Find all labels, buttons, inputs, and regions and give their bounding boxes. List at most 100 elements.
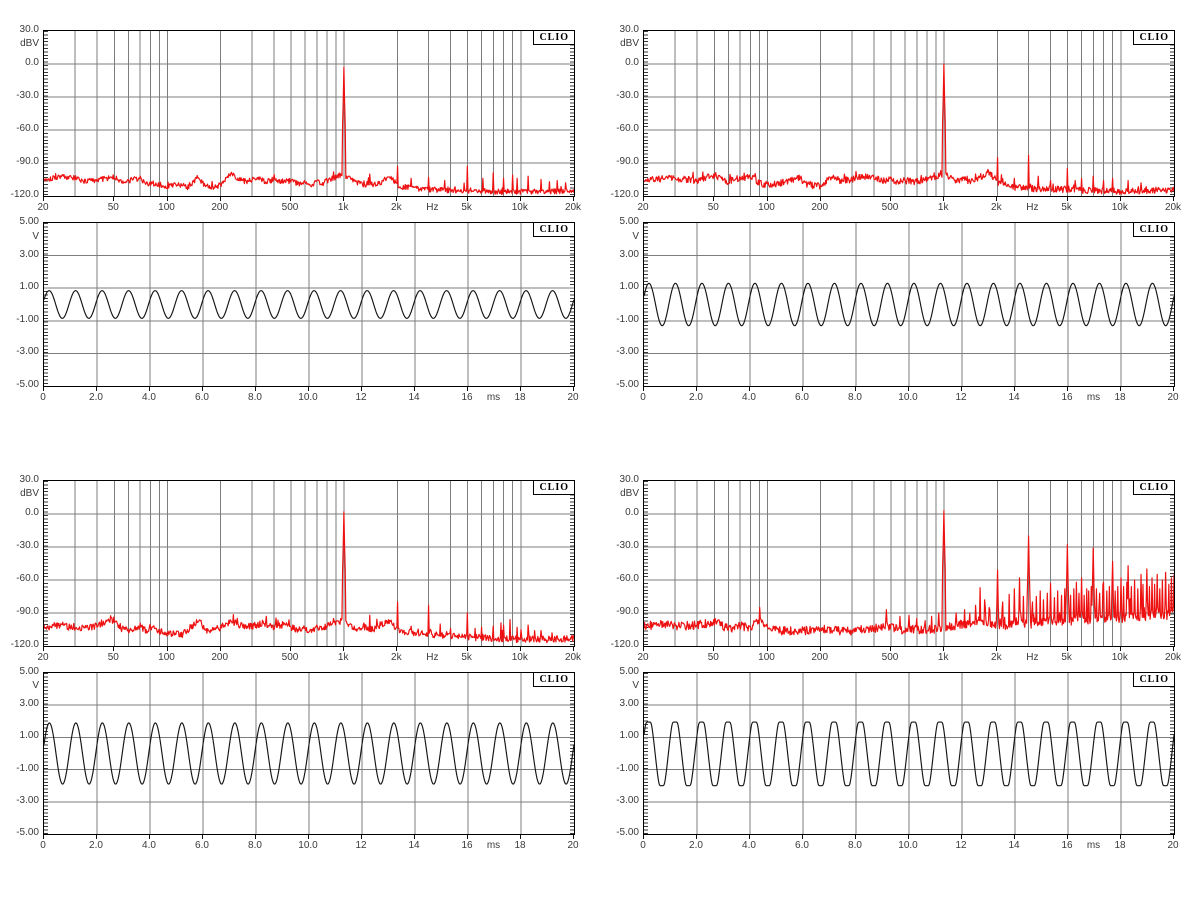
x-axis-tick-label: 5k [461, 202, 472, 213]
fft-spectrum-plot-area-bottom-right: CLIO [643, 480, 1175, 647]
x-axis-tick-label: 20 [567, 392, 579, 403]
x-axis-tick-label: 1k [937, 652, 949, 663]
x-axis-label-strip: 20 50 100 200 500 1k 2k Hz 5k 10k 20k [37, 647, 581, 664]
axis-tick [819, 647, 821, 651]
x-axis-tick-label: 10.0 [898, 392, 918, 403]
x-axis-tick-label: 200 [211, 202, 229, 213]
x-axis-tick-label: 6.0 [795, 392, 809, 403]
spectrum-trace [44, 511, 574, 644]
axis-tick [255, 387, 256, 391]
clio-logo: CLIO [1133, 481, 1174, 495]
axis-tick [1120, 387, 1121, 391]
axis-tick [696, 835, 697, 839]
axis-tick [308, 835, 309, 839]
y-axis-unit-label: dBV [620, 488, 639, 500]
y-axis-tick-label: 5.00 [619, 216, 639, 227]
y-axis-tick-label: 5.00 [619, 666, 639, 677]
time-waveform-plot-area-top-left: CLIO [43, 222, 575, 387]
x-axis-tick-label: 0 [640, 840, 646, 851]
y-axis-tick-label: -60.0 [616, 573, 639, 584]
axis-tick [96, 835, 97, 839]
y-axis-tick-label: 1.00 [19, 281, 39, 293]
x-axis-tick-label: 4.0 [142, 840, 156, 851]
axis-tick [255, 835, 256, 839]
x-axis-tick-label: 12 [355, 840, 367, 851]
y-axis-tick-label: -5.00 [16, 827, 39, 838]
waveform-trace [44, 722, 574, 785]
x-axis-tick-label: 100 [158, 652, 175, 663]
x-axis-tick-label: 10k [511, 652, 528, 663]
x-axis-unit-label: Hz [1026, 202, 1039, 213]
axis-tick [343, 647, 345, 651]
x-axis-label-strip: 20 50 100 200 500 1k 2k Hz 5k 10k 20k [637, 197, 1181, 214]
y-axis-unit-label: dBV [20, 38, 39, 50]
y-axis-tick-label: -120.0 [610, 639, 639, 650]
grid-lines [44, 481, 574, 646]
x-axis-tick-label: 18 [514, 392, 526, 403]
clio-logo: CLIO [1133, 223, 1174, 237]
axis-tick [414, 387, 415, 391]
y-axis-tick-label: 5.00 [19, 666, 39, 677]
x-axis-tick-label: 2k [391, 652, 402, 663]
x-axis-tick-label: 6.0 [795, 840, 809, 851]
y-axis-tick-label: -120.0 [10, 639, 39, 650]
y-axis-tick-label: -1.00 [16, 762, 39, 774]
x-axis-unit-label: Hz [426, 202, 439, 213]
x-axis-label-strip: 20 50 100 200 500 1k 2k Hz 5k 10k 20k [637, 647, 1181, 664]
axis-tick [961, 835, 962, 839]
axis-tick [113, 197, 115, 201]
x-axis-unit-label: ms [1086, 392, 1101, 403]
axis-tick [520, 387, 521, 391]
x-axis-unit-label: ms [1086, 840, 1101, 851]
clio-logo: CLIO [533, 223, 574, 237]
y-axis-tick-label: -90.0 [616, 156, 639, 167]
y-axis-tick-label: -5.00 [616, 379, 639, 390]
axis-tick [643, 197, 644, 201]
x-axis-tick-label: 10.0 [898, 840, 918, 851]
axis-tick [166, 647, 168, 651]
x-axis-tick-label: 8.0 [248, 392, 262, 403]
axis-tick [908, 835, 909, 839]
axis-tick [43, 387, 44, 391]
axis-tick [519, 647, 521, 651]
axis-tick [996, 647, 998, 651]
y-axis-tick-label: -60.0 [616, 123, 639, 134]
x-axis-tick-label: 16 [461, 392, 473, 403]
axis-tick [890, 197, 891, 201]
axis-tick [361, 387, 362, 391]
axis-tick [1066, 647, 1068, 651]
x-axis-tick-label: 20 [1167, 840, 1179, 851]
x-axis-tick-label: 18 [1114, 392, 1126, 403]
axis-tick [996, 197, 998, 201]
axis-tick [802, 835, 803, 839]
axis-tick [43, 197, 44, 201]
x-axis-tick-label: 14 [1008, 840, 1020, 851]
y-axis-tick-label: -30.0 [16, 90, 39, 101]
x-axis-label-strip: 20 50 100 200 500 1k 2k Hz 5k 10k 20k [37, 197, 581, 214]
axis-tick [202, 835, 203, 839]
y-axis-unit-label: V [632, 230, 639, 242]
axis-tick [943, 197, 945, 201]
x-axis-tick-label: 5k [1061, 202, 1072, 213]
x-axis-tick-label: 4.0 [742, 840, 756, 851]
x-axis-tick-label: 18 [514, 840, 526, 851]
x-axis-tick-label: 18 [1114, 840, 1126, 851]
grid-lines [44, 31, 574, 196]
y-axis-tick-label: 1.00 [19, 730, 39, 742]
fft-spectrum-plot-area-top-right: CLIO [643, 30, 1175, 197]
x-axis-tick-label: 50 [107, 652, 119, 663]
x-axis-unit-label: ms [486, 392, 501, 403]
y-axis-tick-label: 0.0 [25, 57, 39, 68]
y-axis-tick-label: -3.00 [616, 346, 639, 358]
y-axis-tick-label: 30.0 [619, 474, 639, 485]
axis-tick [361, 835, 362, 839]
y-axis-tick-label: 0.0 [625, 507, 639, 518]
x-axis-tick-label: 1k [937, 202, 949, 213]
x-axis-tick-label: 200 [811, 202, 829, 213]
spectrum-trace [644, 63, 1174, 195]
fft-spectrum-plot-area-top-left: CLIO [43, 30, 575, 197]
grid-lines [644, 223, 1174, 386]
y-axis-tick-label: 30.0 [19, 24, 39, 35]
axis-tick [573, 197, 574, 201]
y-axis-tick-label: 30.0 [619, 24, 639, 35]
